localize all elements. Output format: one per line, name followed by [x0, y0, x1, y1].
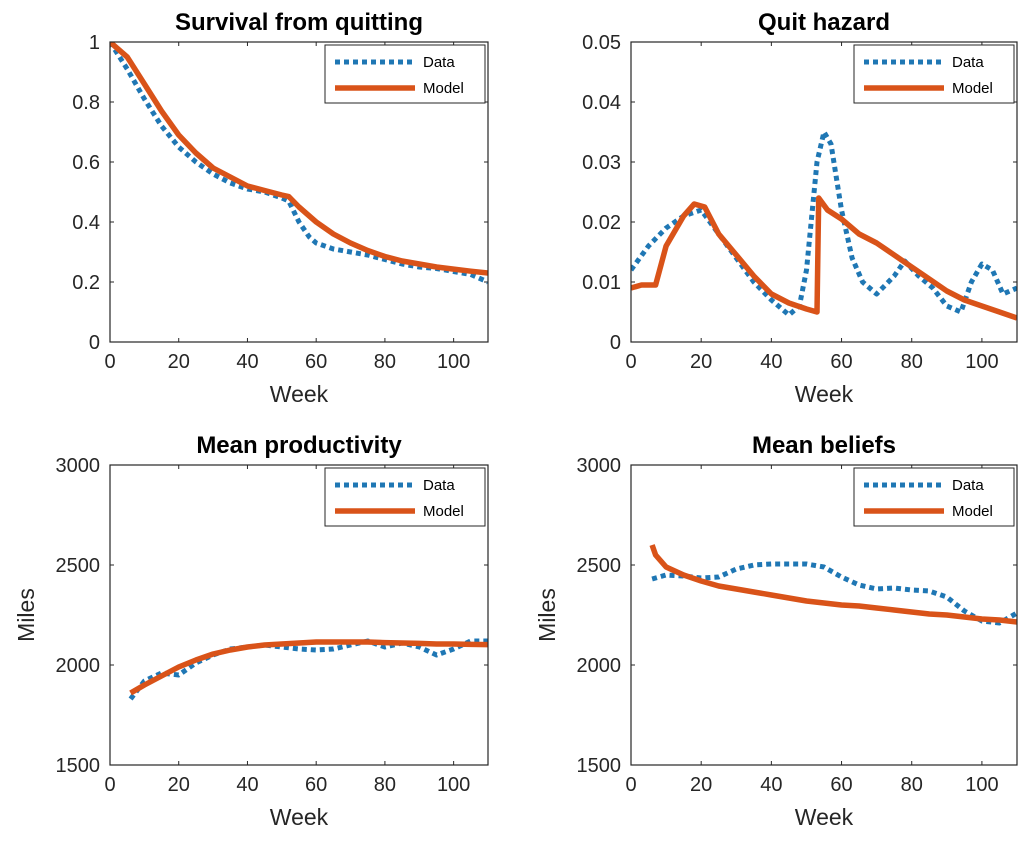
- series-line-model: [129, 639, 488, 696]
- y-tick-label: 1500: [577, 755, 622, 777]
- chart-title: Survival from quitting: [175, 9, 423, 36]
- y-tick-label: 0.05: [582, 32, 621, 54]
- y-tick-label: 2500: [56, 555, 101, 577]
- y-axis-label: Miles: [13, 588, 39, 642]
- x-tick-label: 0: [104, 351, 115, 373]
- y-tick-label: 0.04: [582, 92, 621, 114]
- y-tick-label: 2000: [577, 655, 622, 677]
- x-tick-label: 100: [965, 351, 998, 373]
- x-tick-label: 0: [625, 351, 636, 373]
- x-tick-label: 0: [104, 774, 115, 796]
- legend-box: [853, 467, 1015, 527]
- plot-frame: [630, 464, 1018, 766]
- chart-panel: Mean beliefs 0 20 40 60 80 100 1500 2000 2500 3000…: [534, 432, 1018, 830]
- chart-title: Quit hazard: [758, 9, 890, 36]
- x-tick-label: 100: [965, 774, 998, 796]
- x-tick-label: 20: [168, 774, 190, 796]
- x-tick-label: 40: [760, 351, 782, 373]
- y-tick-label: 0.8: [72, 92, 100, 114]
- legend-label-model: Model: [952, 503, 993, 520]
- y-tick-label: 3000: [56, 455, 101, 477]
- chart-title: Mean beliefs: [752, 432, 896, 459]
- y-tick-label: 0.2: [72, 272, 100, 294]
- legend-label-data: Data: [423, 54, 455, 71]
- chart-panel: Mean productivity 0 20 40 60 80 100 1500 2000 250…: [13, 432, 489, 830]
- x-tick-label: 20: [690, 351, 712, 373]
- chart-panel: Quit hazard 0 20 40 60 80 100 0 0.01 0.02 0.03 0.04…: [582, 9, 1018, 407]
- x-tick-label: 40: [236, 351, 258, 373]
- y-axis-label: Miles: [534, 588, 560, 642]
- x-tick-label: 80: [374, 774, 396, 796]
- series-line-model: [649, 544, 1017, 625]
- series-line-data: [651, 561, 1017, 626]
- x-axis-label: Week: [270, 804, 329, 830]
- y-tick-label: 1500: [56, 755, 101, 777]
- plot-frame: [109, 464, 489, 766]
- legend-label-model: Model: [423, 80, 464, 97]
- y-tick-label: 0.01: [582, 272, 621, 294]
- y-tick-label: 0.6: [72, 152, 100, 174]
- legend: Data Model: [324, 467, 486, 527]
- legend-label-model: Model: [952, 80, 993, 97]
- legend-box: [324, 44, 486, 104]
- legend-label-data: Data: [952, 477, 984, 494]
- legend-label-model: Model: [423, 503, 464, 520]
- legend-label-data: Data: [952, 54, 984, 71]
- y-tick-label: 2500: [577, 555, 622, 577]
- plot-frame: [109, 41, 489, 343]
- chart-title: Mean productivity: [196, 432, 402, 459]
- x-tick-label: 80: [901, 774, 923, 796]
- x-axis-label: Week: [795, 804, 854, 830]
- series-line-data: [128, 638, 488, 701]
- series-line-model: [631, 195, 1017, 321]
- x-tick-label: 40: [236, 774, 258, 796]
- legend-box: [853, 44, 1015, 104]
- x-tick-label: 60: [305, 774, 327, 796]
- x-tick-label: 80: [901, 351, 923, 373]
- x-tick-label: 40: [760, 774, 782, 796]
- x-tick-label: 100: [437, 774, 470, 796]
- y-tick-label: 0.03: [582, 152, 621, 174]
- series-line-data: [631, 129, 1017, 318]
- legend-box: [324, 467, 486, 527]
- legend: Data Model: [853, 467, 1015, 527]
- y-tick-label: 2000: [56, 655, 101, 677]
- x-tick-label: 20: [690, 774, 712, 796]
- x-tick-label: 60: [830, 351, 852, 373]
- x-axis-label: Week: [270, 381, 329, 407]
- y-tick-label: 3000: [577, 455, 622, 477]
- y-tick-label: 0: [610, 332, 621, 354]
- x-tick-label: 20: [168, 351, 190, 373]
- x-tick-label: 100: [437, 351, 470, 373]
- chart-panel: Survival from quitting 0 20 40 60 80 100 0 0.2 0.…: [72, 9, 489, 407]
- series-line-data: [110, 42, 488, 285]
- x-axis-label: Week: [795, 381, 854, 407]
- legend-label-data: Data: [423, 477, 455, 494]
- legend: Data Model: [853, 44, 1015, 104]
- y-tick-label: 0: [89, 332, 100, 354]
- y-tick-label: 1: [89, 32, 100, 54]
- series-line-model: [110, 42, 488, 276]
- legend: Data Model: [324, 44, 486, 104]
- x-tick-label: 60: [830, 774, 852, 796]
- y-tick-label: 0.02: [582, 212, 621, 234]
- plot-frame: [630, 41, 1018, 343]
- x-tick-label: 80: [374, 351, 396, 373]
- x-tick-label: 60: [305, 351, 327, 373]
- y-tick-label: 0.4: [72, 212, 100, 234]
- x-tick-label: 0: [625, 774, 636, 796]
